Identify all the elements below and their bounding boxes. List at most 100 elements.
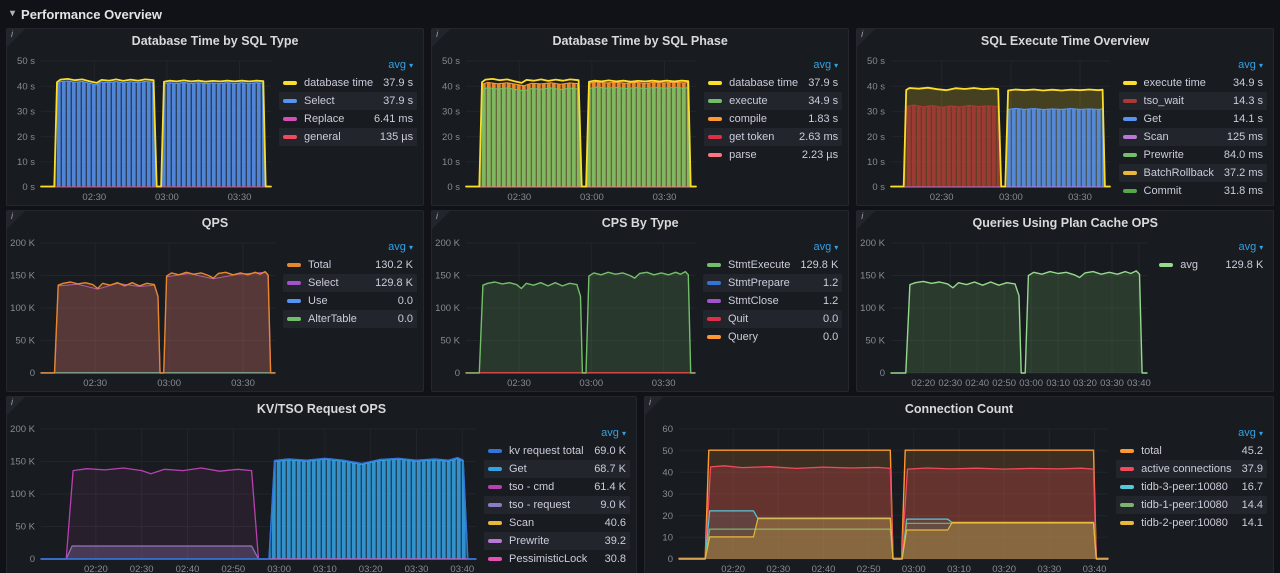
legend-item-value: 37.2 ms xyxy=(1224,167,1263,179)
legend-item[interactable]: Get 68.7 K xyxy=(484,460,630,478)
legend-item[interactable]: tidb-3-peer:10080 16.7 xyxy=(1116,478,1267,496)
legend-item[interactable]: Select 37.9 s xyxy=(279,92,417,110)
svg-text:200 K: 200 K xyxy=(860,238,885,249)
svg-text:10 s: 10 s xyxy=(867,157,885,168)
legend-item-label: general xyxy=(304,131,370,143)
legend-item[interactable]: tso_wait 14.3 s xyxy=(1119,92,1267,110)
legend-item[interactable]: Prewrite 84.0 ms xyxy=(1119,146,1267,164)
legend-item-label: parse xyxy=(729,149,792,161)
legend-item-value: 37.9 xyxy=(1242,463,1263,475)
panel-info-icon[interactable]: i xyxy=(432,211,450,229)
legend-item[interactable]: active connections 37.9 xyxy=(1116,460,1267,478)
series-color-swatch xyxy=(488,485,502,489)
svg-text:100 K: 100 K xyxy=(10,303,35,314)
legend-item[interactable]: Replace 6.41 ms xyxy=(279,110,417,128)
panel-title[interactable]: KV/TSO Request OPS xyxy=(7,397,636,421)
legend-item[interactable]: StmtClose 1.2 xyxy=(703,292,842,310)
svg-text:03:00: 03:00 xyxy=(902,564,926,573)
legend-sort-avg[interactable]: avg ▾ xyxy=(1155,241,1267,256)
legend-sort-avg[interactable]: avg ▾ xyxy=(703,241,842,256)
chevron-down-icon: ▾ xyxy=(1259,429,1263,438)
time-series-chart[interactable]: 050 K100 K150 K200 K02:3003:0003:30 xyxy=(432,235,703,391)
panel-title[interactable]: Database Time by SQL Phase xyxy=(432,29,848,53)
panel-info-icon[interactable]: i xyxy=(7,211,25,229)
panel-info-icon[interactable]: i xyxy=(857,29,875,47)
legend-item[interactable]: Prewrite 39.2 xyxy=(484,532,630,550)
time-series-chart[interactable]: 0 s10 s20 s30 s40 s50 s02:3003:0003:30 xyxy=(432,53,704,205)
legend-item[interactable]: parse 2.23 µs xyxy=(704,146,842,164)
legend-item[interactable]: Commit 31.8 ms xyxy=(1119,182,1267,200)
legend: avg ▾ execute time 34.9 s tso_wait 14.3 … xyxy=(1119,53,1273,205)
time-series-chart[interactable]: 050 K100 K150 K200 K02:3003:0003:30 xyxy=(7,235,283,391)
legend-item[interactable]: get token 2.63 ms xyxy=(704,128,842,146)
legend-item-value: 125 ms xyxy=(1227,131,1263,143)
legend-item-label: StmtClose xyxy=(728,295,813,307)
legend-item[interactable]: Select 129.8 K xyxy=(283,274,417,292)
legend-item-label: StmtExecute xyxy=(728,259,790,271)
legend-item[interactable]: Quit 0.0 xyxy=(703,310,842,328)
legend-item[interactable]: Use 0.0 xyxy=(283,292,417,310)
series-color-swatch xyxy=(283,117,297,121)
legend-item-label: avg xyxy=(1180,259,1215,271)
legend-item[interactable]: tidb-1-peer:10080 14.4 xyxy=(1116,496,1267,514)
panel-title[interactable]: Queries Using Plan Cache OPS xyxy=(857,211,1273,235)
series-color-swatch xyxy=(283,81,297,85)
legend-item[interactable]: Get 14.1 s xyxy=(1119,110,1267,128)
legend-item[interactable]: general 135 µs xyxy=(279,128,417,146)
legend-item-label: tso - request xyxy=(509,499,590,511)
row-header-performance-overview[interactable]: ▾ Performance Overview xyxy=(6,4,1274,24)
legend-sort-avg[interactable]: avg ▾ xyxy=(283,241,417,256)
time-series-chart[interactable]: 050 K100 K150 K200 K02:2002:3002:4002:50… xyxy=(857,235,1155,391)
legend-item[interactable]: tidb-2-peer:10080 14.1 xyxy=(1116,514,1267,532)
time-series-chart[interactable]: 010203040506002:2002:3002:4002:5003:0003… xyxy=(645,421,1116,573)
legend-item[interactable]: AlterTable 0.0 xyxy=(283,310,417,328)
legend-item[interactable]: BatchRollback 37.2 ms xyxy=(1119,164,1267,182)
series-color-swatch xyxy=(287,299,301,303)
panel-info-icon[interactable]: i xyxy=(645,397,663,415)
legend-sort-avg[interactable]: avg ▾ xyxy=(704,59,842,74)
legend-item[interactable]: PessimisticLock 30.8 xyxy=(484,550,630,568)
legend-item[interactable]: tso - cmd 61.4 K xyxy=(484,478,630,496)
time-series-chart[interactable]: 050 K100 K150 K200 K02:2002:3002:4002:50… xyxy=(7,421,484,573)
legend-item[interactable]: StmtPrepare 1.2 xyxy=(703,274,842,292)
legend-item[interactable]: total 45.2 xyxy=(1116,442,1267,460)
legend-item-label: Quit xyxy=(728,313,813,325)
legend-item[interactable]: kv request total 69.0 K xyxy=(484,442,630,460)
legend-item[interactable]: execute 34.9 s xyxy=(704,92,842,110)
legend-item[interactable]: tso - request 9.0 K xyxy=(484,496,630,514)
time-series-chart[interactable]: 0 s10 s20 s30 s40 s50 s02:3003:0003:30 xyxy=(857,53,1118,205)
legend-item[interactable]: Total 130.2 K xyxy=(283,256,417,274)
legend-item[interactable]: avg 129.8 K xyxy=(1155,256,1267,274)
series-color-swatch xyxy=(707,317,721,321)
legend-sort-avg[interactable]: avg ▾ xyxy=(279,59,417,74)
svg-text:50 s: 50 s xyxy=(442,56,460,67)
series-color-swatch xyxy=(707,335,721,339)
legend-item[interactable]: compile 1.83 s xyxy=(704,110,842,128)
panel-title[interactable]: Connection Count xyxy=(645,397,1273,421)
legend-item-value: 37.9 s xyxy=(383,95,413,107)
panel-info-icon[interactable]: i xyxy=(7,29,25,47)
legend-item[interactable]: Scan 40.6 xyxy=(484,514,630,532)
legend-sort-avg[interactable]: avg ▾ xyxy=(1116,427,1267,442)
legend-item[interactable]: execute time 34.9 s xyxy=(1119,74,1267,92)
svg-text:02:20: 02:20 xyxy=(84,564,108,573)
series-color-swatch xyxy=(488,539,502,543)
series-color-swatch xyxy=(1123,99,1137,103)
legend-item-value: 14.1 xyxy=(1242,517,1263,529)
panel-info-icon[interactable]: i xyxy=(432,29,450,47)
legend-sort-avg[interactable]: avg ▾ xyxy=(484,427,630,442)
panel-title[interactable]: SQL Execute Time Overview xyxy=(857,29,1273,53)
legend-item[interactable]: StmtExecute 129.8 K xyxy=(703,256,842,274)
legend-item[interactable]: database time 37.9 s xyxy=(279,74,417,92)
legend-sort-avg[interactable]: avg ▾ xyxy=(1119,59,1267,74)
panel-title[interactable]: QPS xyxy=(7,211,423,235)
panel-title[interactable]: Database Time by SQL Type xyxy=(7,29,423,53)
panel-info-icon[interactable]: i xyxy=(857,211,875,229)
panel-title[interactable]: CPS By Type xyxy=(432,211,848,235)
legend-item[interactable]: database time 37.9 s xyxy=(704,74,842,92)
legend-item[interactable]: Query 0.0 xyxy=(703,328,842,346)
time-series-chart[interactable]: 0 s10 s20 s30 s40 s50 s02:3003:0003:30 xyxy=(7,53,279,205)
legend-item[interactable]: Scan 125 ms xyxy=(1119,128,1267,146)
panel-info-icon[interactable]: i xyxy=(7,397,25,415)
legend-item-value: 135 µs xyxy=(380,131,413,143)
